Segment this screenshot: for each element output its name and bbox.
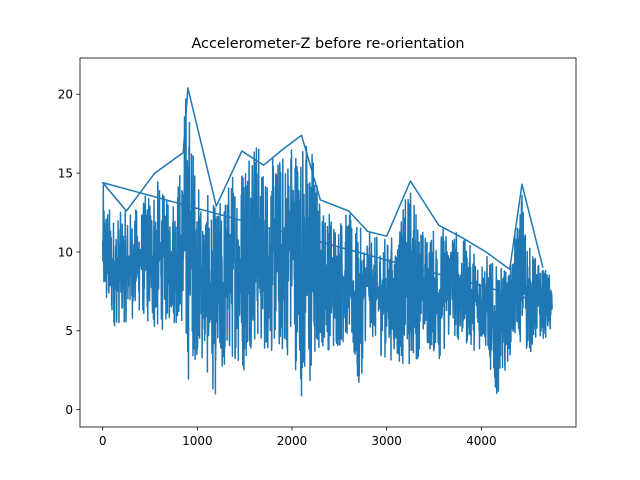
- x-tick-label: 0: [99, 434, 107, 448]
- axes-frame: [79, 57, 577, 428]
- x-axis: 0 1000 2000 3000 4000: [99, 427, 497, 448]
- x-tick-label: 1000: [182, 434, 213, 448]
- y-tick-label: 5: [65, 324, 73, 338]
- y-tick-label: 10: [58, 245, 73, 259]
- chart-title: Accelerometer-Z before re-orientation: [191, 36, 464, 52]
- plot-area: [101, 87, 553, 397]
- y-tick-label: 20: [58, 88, 73, 102]
- y-tick-label: 0: [65, 403, 73, 417]
- x-tick-label: 3000: [371, 434, 402, 448]
- x-tick-label: 2000: [277, 434, 308, 448]
- y-axis: 0 5 10 15 20: [58, 88, 80, 417]
- y-tick-label: 15: [58, 166, 73, 180]
- series-line: [101, 87, 553, 397]
- x-tick-label: 4000: [466, 434, 497, 448]
